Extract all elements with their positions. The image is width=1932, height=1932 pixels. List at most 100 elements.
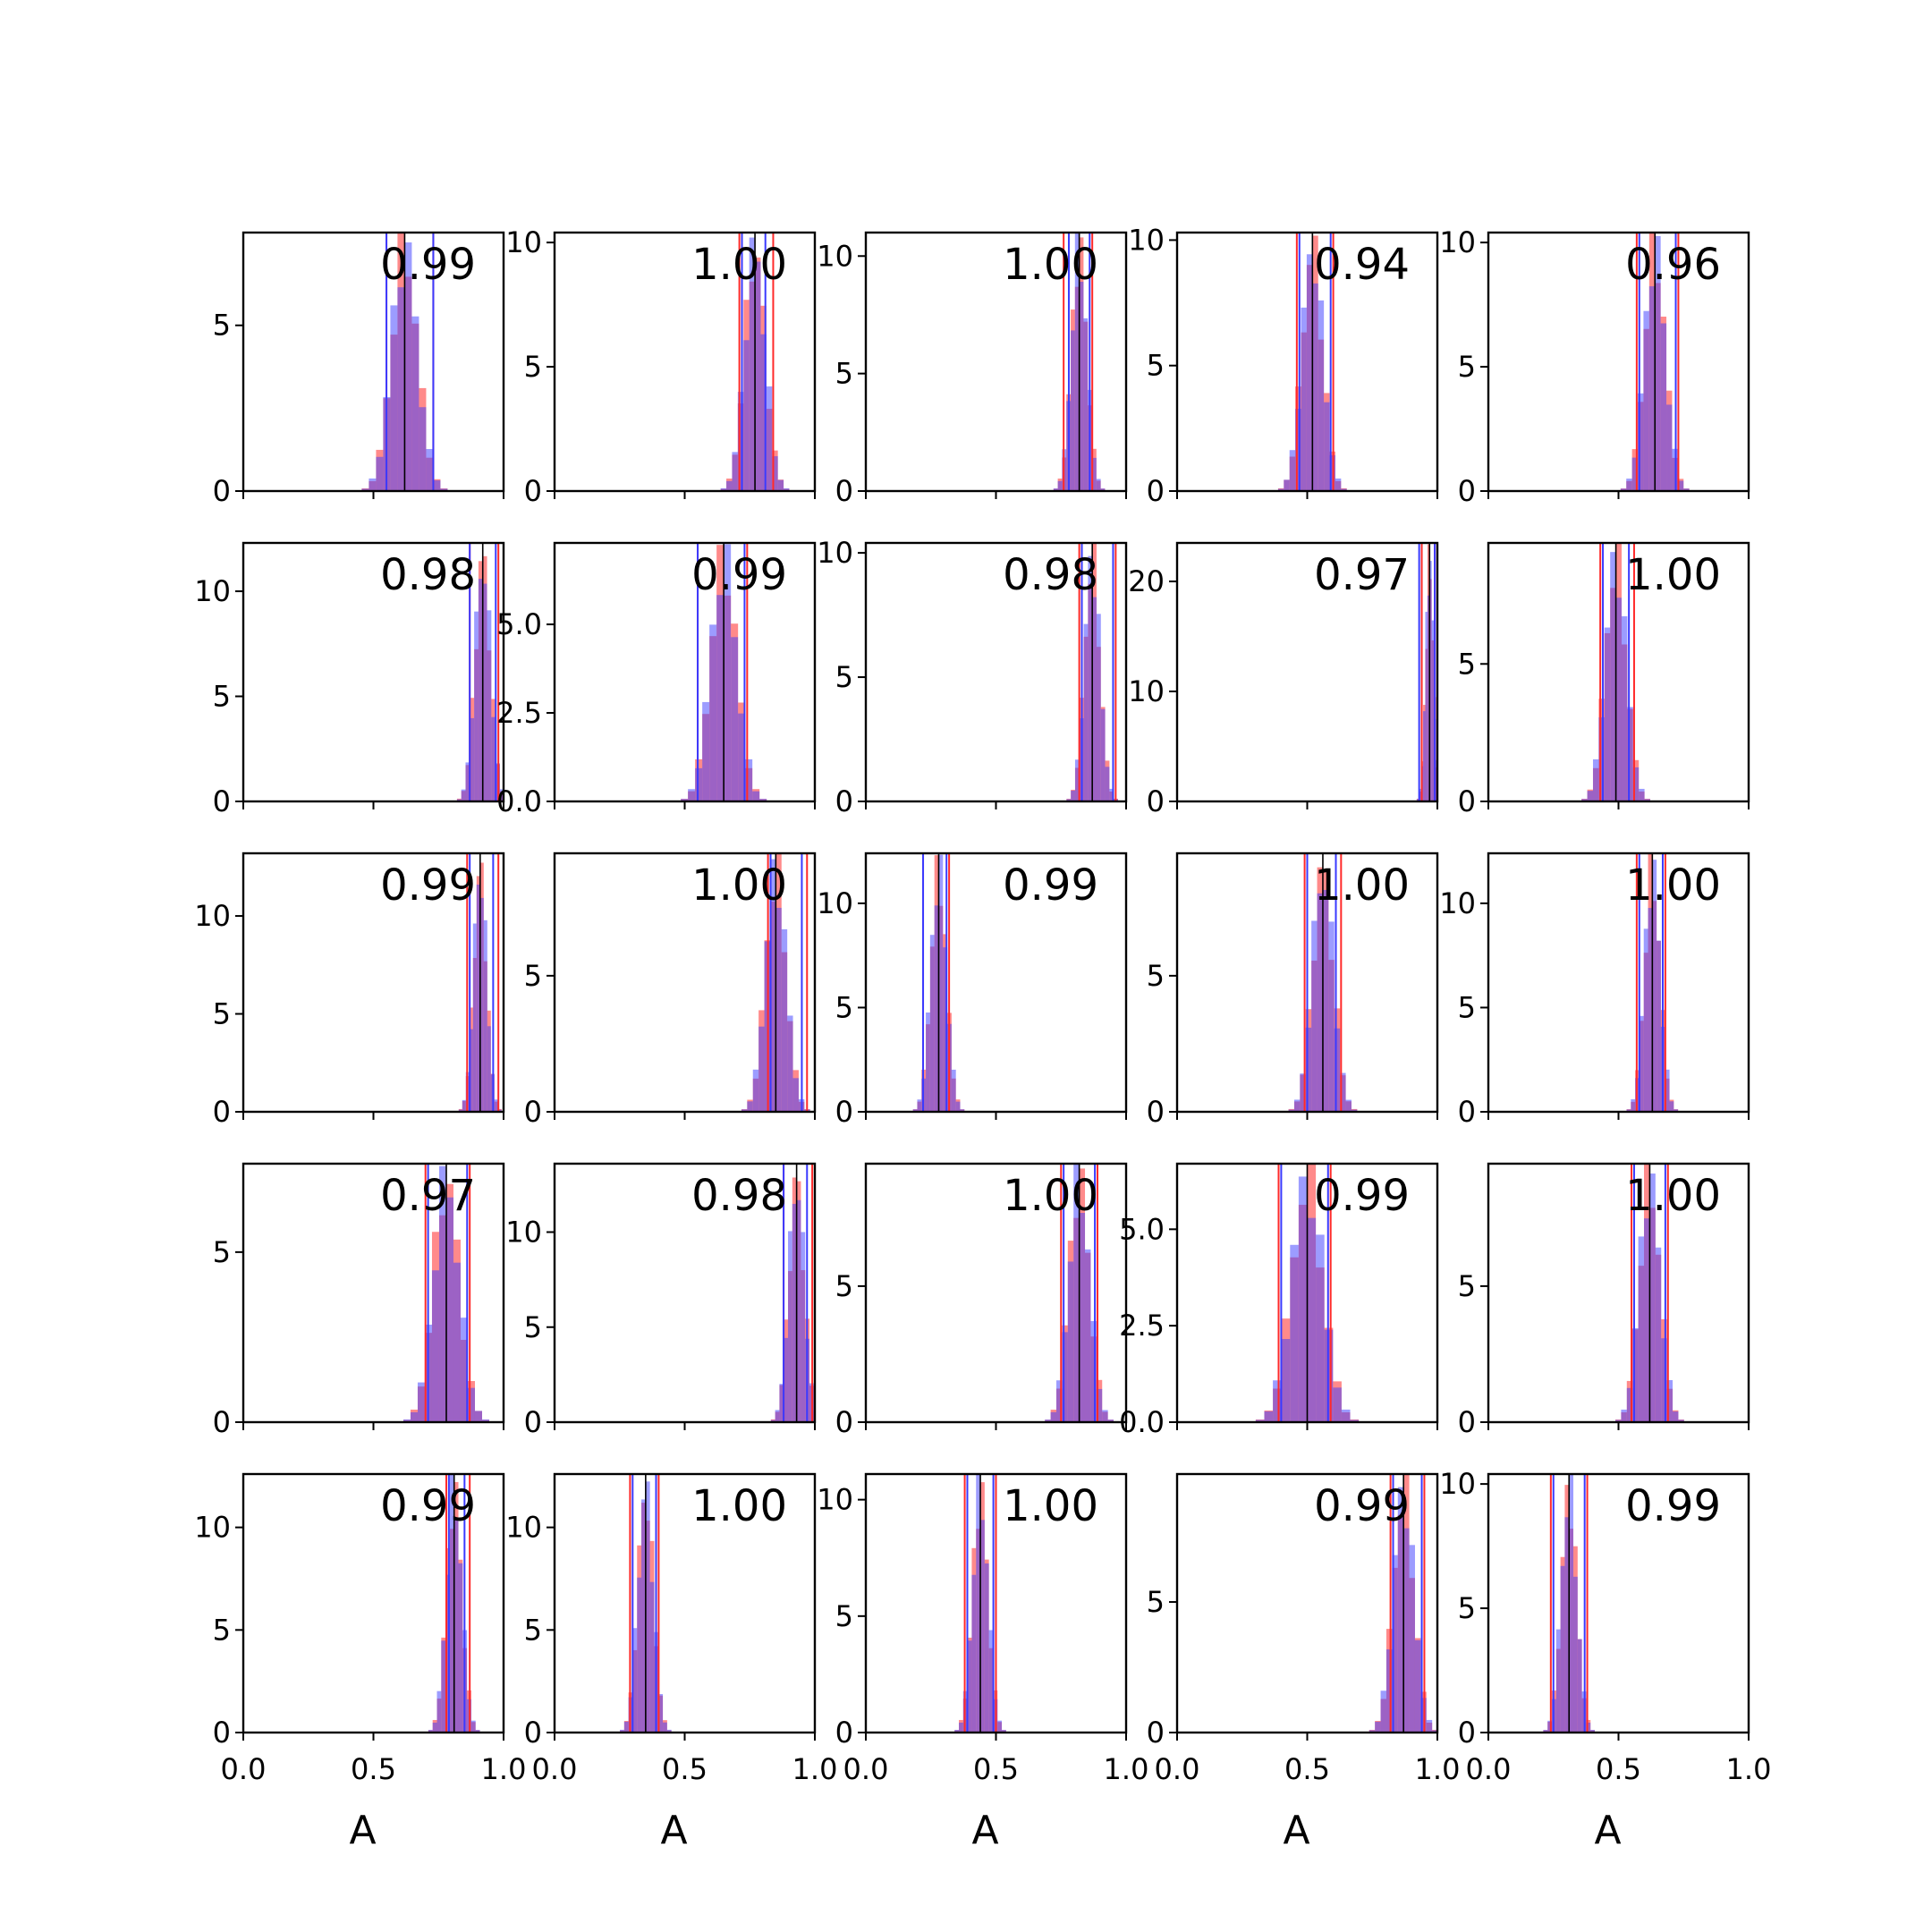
histogram-bar-blue (1678, 1419, 1684, 1422)
histogram-bar-blue (1085, 1249, 1091, 1422)
histogram-bar-blue (784, 1337, 789, 1422)
histogram-bar-blue (402, 1419, 411, 1422)
histogram-bar-blue (458, 1563, 463, 1733)
histogram-bar-blue (1301, 307, 1307, 491)
y-tick-label: 5 (1458, 1591, 1476, 1625)
histogram-bar-blue (1312, 283, 1318, 491)
histogram-bar-blue (747, 1101, 753, 1112)
histogram-bar-blue (445, 1574, 450, 1733)
histogram-bar-blue (649, 1581, 655, 1733)
y-tick-label: 5 (835, 1269, 853, 1303)
histogram-bar-blue (1045, 1419, 1051, 1422)
histogram-bar-blue (1335, 478, 1342, 491)
histogram-bar-blue (801, 1232, 806, 1422)
histogram-bar-blue (695, 767, 703, 801)
subplot-panel: 1.00 0 5 10 (505, 225, 817, 508)
histogram-bar-blue (818, 1420, 823, 1422)
histogram-bar-blue (1440, 799, 1442, 801)
y-tick-label: 0 (213, 1405, 231, 1439)
histogram-bar-blue (1569, 1474, 1574, 1733)
histogram-bar-blue (1615, 597, 1622, 801)
histogram-bar-blue (984, 1563, 989, 1733)
histogram-bar-blue (1666, 1380, 1674, 1422)
panel-correlation-label: 0.99 (1625, 1481, 1721, 1531)
x-tick-label: 0.5 (662, 1752, 708, 1786)
histogram-bar-blue (1073, 1164, 1080, 1422)
histogram-bar-blue (369, 478, 377, 491)
histogram-bar-blue (658, 1694, 664, 1733)
histogram-bar-blue (1050, 1411, 1057, 1422)
histogram-bar-blue (475, 1730, 480, 1733)
histogram-bar-blue (1328, 921, 1335, 1112)
x-axis-label: A (1283, 1808, 1309, 1853)
plot-area (1570, 543, 1662, 801)
y-tick-label: 0 (1147, 1716, 1165, 1750)
histogram-bar-blue (1626, 479, 1632, 491)
plot-area (1033, 1164, 1125, 1422)
histogram-bar-blue (959, 1722, 963, 1733)
panel-correlation-label: 0.96 (1625, 240, 1721, 290)
histogram-bar-blue (1316, 1234, 1325, 1422)
panel-correlation-label: 0.99 (380, 1481, 476, 1531)
y-tick-label: 10 (505, 1511, 542, 1545)
panel-correlation-label: 0.97 (1314, 550, 1410, 600)
histogram-bar-blue (976, 1474, 981, 1733)
x-tick-label: 0.0 (1466, 1752, 1512, 1786)
histogram-bar-blue (1092, 597, 1097, 801)
plot-area (762, 1164, 823, 1422)
histogram-bar-blue (1305, 1027, 1312, 1112)
histogram-bar-blue (491, 716, 496, 801)
y-tick-label: 10 (1439, 886, 1476, 920)
histogram-bar-blue (445, 1197, 453, 1422)
histogram-bar-blue (1057, 480, 1063, 491)
histogram-bar-blue (1090, 1320, 1097, 1422)
histogram-bar-blue (1289, 450, 1296, 491)
histogram-bar-blue (752, 1069, 759, 1112)
histogram-bar-blue (1284, 479, 1290, 491)
histogram-bar-blue (1074, 233, 1080, 491)
histogram-bar-blue (497, 1109, 502, 1112)
histogram-bar-blue (1409, 1545, 1415, 1733)
histogram-bar-blue (645, 1481, 650, 1733)
subplot-panel: 0.98 0 5 10 (817, 536, 1128, 818)
subplot-panel: 1.00 0 5 (1458, 541, 1750, 818)
histogram-bar-blue (775, 907, 782, 1112)
histogram-bar-blue (777, 479, 784, 491)
panel-correlation-label: 0.98 (380, 550, 476, 600)
histogram-bar-blue (1324, 402, 1330, 491)
x-tick-label: 0.0 (1155, 1752, 1200, 1786)
histogram-bar-blue (1639, 1015, 1644, 1112)
y-tick-label: 0 (835, 1405, 853, 1439)
y-tick-label: 0 (524, 1095, 542, 1129)
y-tick-label: 10 (1439, 225, 1476, 259)
histogram-bar-blue (1109, 788, 1114, 801)
histogram-bar-blue (1341, 1409, 1351, 1422)
y-tick-label: 0 (1458, 474, 1476, 508)
histogram-bar-blue (1380, 1690, 1386, 1733)
y-tick-label: 5 (835, 660, 853, 694)
histogram-bar-red (1440, 799, 1442, 801)
histogram-bar-blue (465, 762, 470, 801)
y-tick-label: 5 (213, 1235, 231, 1269)
y-tick-label: 5 (835, 1599, 853, 1633)
histogram-bar-blue (1066, 799, 1072, 801)
histogram-bar-blue (1425, 612, 1428, 801)
histogram-bar-blue (1555, 1629, 1561, 1733)
histogram-bar-blue (960, 1109, 965, 1112)
subplot-panel: 0.98 0 5 10 (194, 541, 505, 818)
x-tick-label: 0.0 (843, 1752, 889, 1786)
plot-area (347, 233, 462, 491)
x-tick-label: 0.5 (351, 1752, 396, 1786)
histogram-bar-blue (1100, 488, 1106, 491)
y-tick-label: 5.0 (496, 607, 542, 641)
plot-area (1238, 1164, 1377, 1422)
histogram-bar-blue (926, 1012, 930, 1112)
plot-area (451, 853, 504, 1112)
histogram-bar-blue (1587, 791, 1593, 801)
histogram-bar-blue (470, 717, 475, 801)
histogram-bar-blue (1273, 1380, 1282, 1422)
histogram-bar-blue (752, 791, 760, 801)
plot-area (1045, 233, 1114, 491)
histogram-bar-blue (1547, 1720, 1553, 1733)
